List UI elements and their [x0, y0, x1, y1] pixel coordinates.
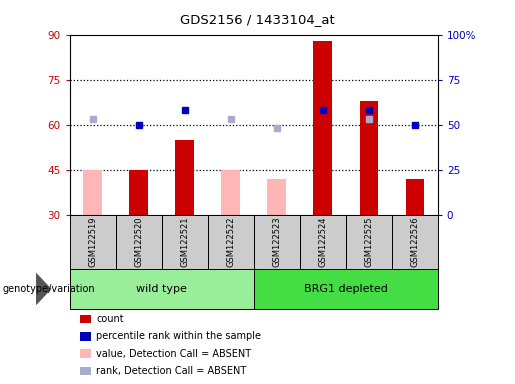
Bar [267, 179, 286, 215]
Text: GSM122523: GSM122523 [272, 217, 281, 267]
Text: rank, Detection Call = ABSENT: rank, Detection Call = ABSENT [96, 366, 247, 376]
Bar [83, 170, 102, 215]
Bar [162, 215, 208, 269]
Text: GSM122519: GSM122519 [88, 217, 97, 267]
Text: GDS2156 / 1433104_at: GDS2156 / 1433104_at [180, 13, 335, 26]
Bar [314, 41, 332, 215]
Text: genotype/variation: genotype/variation [3, 284, 95, 294]
Bar [253, 215, 300, 269]
Polygon shape [36, 273, 52, 305]
Bar [208, 215, 253, 269]
Text: GSM122524: GSM122524 [318, 217, 327, 267]
Bar [405, 179, 424, 215]
Text: count: count [96, 314, 124, 324]
Text: wild type: wild type [136, 284, 187, 294]
Bar [346, 215, 392, 269]
Text: GSM122525: GSM122525 [364, 217, 373, 267]
Bar [300, 215, 346, 269]
Text: GSM122522: GSM122522 [226, 217, 235, 267]
Bar [176, 140, 194, 215]
Text: value, Detection Call = ABSENT: value, Detection Call = ABSENT [96, 349, 251, 359]
Bar [70, 215, 115, 269]
Bar [115, 215, 162, 269]
Text: GSM122520: GSM122520 [134, 217, 143, 267]
Bar [392, 215, 438, 269]
Bar [70, 269, 253, 309]
Text: percentile rank within the sample: percentile rank within the sample [96, 331, 261, 341]
Text: BRG1 depleted: BRG1 depleted [304, 284, 388, 294]
Bar [253, 269, 438, 309]
Text: GSM122526: GSM122526 [410, 217, 419, 267]
Text: GSM122521: GSM122521 [180, 217, 189, 267]
Bar [129, 170, 148, 215]
Bar [221, 170, 240, 215]
Bar [359, 101, 378, 215]
